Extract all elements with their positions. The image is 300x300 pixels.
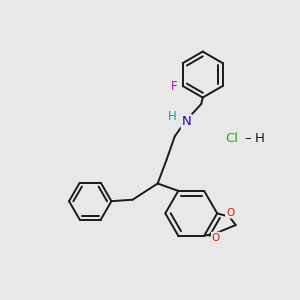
- Text: N: N: [182, 115, 191, 128]
- Text: H: H: [254, 132, 264, 145]
- Text: O: O: [226, 208, 234, 218]
- Text: –: –: [245, 132, 251, 145]
- Text: F: F: [171, 80, 177, 92]
- Text: H: H: [168, 110, 177, 123]
- Text: O: O: [212, 232, 220, 242]
- Text: Cl: Cl: [225, 132, 238, 145]
